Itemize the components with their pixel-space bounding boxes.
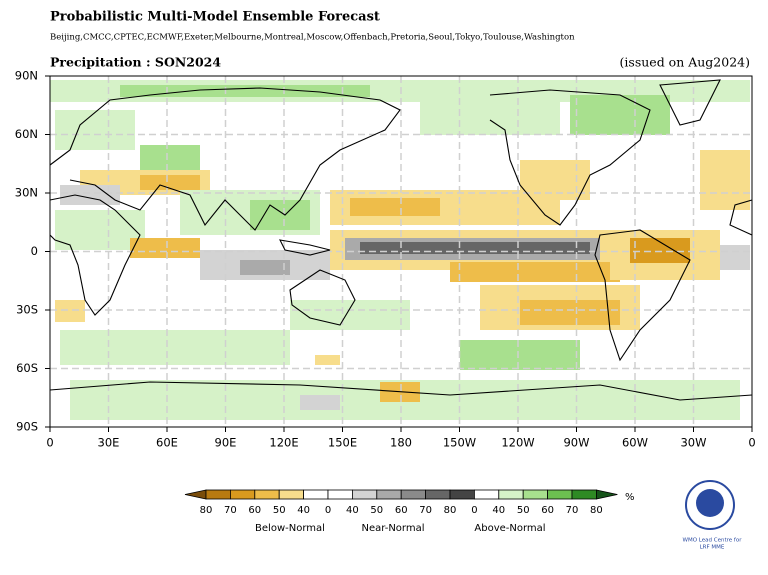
colorbar-box [303, 489, 329, 500]
legend-tick: 40 [297, 505, 310, 516]
legend-tick: 40 [492, 505, 505, 516]
colorbar-box [278, 489, 305, 500]
legend-tick: 70 [566, 505, 579, 516]
colorbar-box [498, 489, 524, 500]
colorbar-box [254, 489, 280, 500]
lat-label: 0 [31, 244, 38, 258]
colorbar-box [327, 489, 353, 500]
legend-tick: 60 [248, 505, 261, 516]
lon-label: 30W [680, 436, 706, 450]
colorbar-box [425, 489, 451, 500]
colorbar-box [473, 489, 500, 500]
models: Beijing,CMCC,CPTEC,ECMWF,Exeter,Melbourn… [50, 33, 575, 43]
lon-label: 120W [501, 436, 534, 450]
lon-label: 150E [328, 436, 357, 450]
lat-label: 30N [15, 186, 38, 200]
legend-tick: 80 [200, 505, 213, 516]
colorbar-box [547, 489, 573, 500]
colorbar-end [596, 489, 618, 500]
grid [50, 76, 752, 427]
colorbar-box [400, 489, 427, 500]
colorbar-box [229, 489, 256, 500]
logo-text: LRF MME [700, 545, 725, 551]
lon-label: 60W [622, 436, 648, 450]
legend-tick: 50 [517, 505, 530, 516]
colorbar-end [184, 489, 207, 500]
legend-tick: 40 [346, 505, 359, 516]
legend-tick: 0 [471, 505, 477, 516]
lon-label: 150W [443, 436, 476, 450]
legend-unit: % [625, 492, 635, 503]
colorbar-box [522, 489, 549, 500]
legend-tick: 60 [395, 505, 408, 516]
legend-tick: 50 [273, 505, 286, 516]
category: Above-Normal [474, 523, 545, 534]
map: 90N 60N 30N 0 30S 60S 90S 0 30E 60E 90E 120E 150E 18… [15, 69, 756, 450]
title: Probabilistic Multi-Model Ensemble Forec… [50, 10, 380, 25]
variable: Precipitation : SON2024 [50, 55, 221, 70]
colorbar-box [571, 489, 597, 500]
lon-label: 90W [563, 436, 589, 450]
lat-label: 90N [15, 69, 38, 83]
legend-tick: 80 [590, 505, 603, 516]
patches [50, 80, 750, 420]
colorbar-box [351, 489, 378, 500]
lat-label: 30S [16, 303, 38, 317]
legend-tick: 50 [370, 505, 383, 516]
lon-label: 0 [46, 436, 53, 450]
legend: % Below-Normal Near-Normal Above-Normal … [184, 489, 635, 534]
legend-tick: 80 [444, 505, 457, 516]
lon-label: 0 [748, 436, 755, 450]
lon-label: 30E [98, 436, 120, 450]
colorbar-box [205, 489, 231, 500]
category: Below-Normal [255, 523, 325, 534]
legend-tick: 70 [224, 505, 237, 516]
colorbar-box [449, 489, 475, 500]
lat-label: 60N [15, 127, 38, 141]
category: Near-Normal [361, 523, 424, 534]
colorbar-box [376, 489, 402, 500]
lat-label: 90S [16, 420, 38, 434]
lon-label: 60E [156, 436, 178, 450]
logo-text: WMO Lead Centre for [683, 538, 743, 544]
logo: WMO Lead Centre for LRF MME [683, 480, 743, 551]
legend-tick: 60 [541, 505, 554, 516]
issued: (issued on Aug2024) [620, 55, 750, 70]
lon-label: 180 [390, 436, 412, 450]
legend-tick: 0 [325, 505, 331, 516]
lon-label: 120E [269, 436, 298, 450]
lon-label: 90E [215, 436, 237, 450]
coastlines [49, 79, 753, 401]
lat-label: 60S [16, 361, 38, 375]
legend-tick: 70 [419, 505, 432, 516]
